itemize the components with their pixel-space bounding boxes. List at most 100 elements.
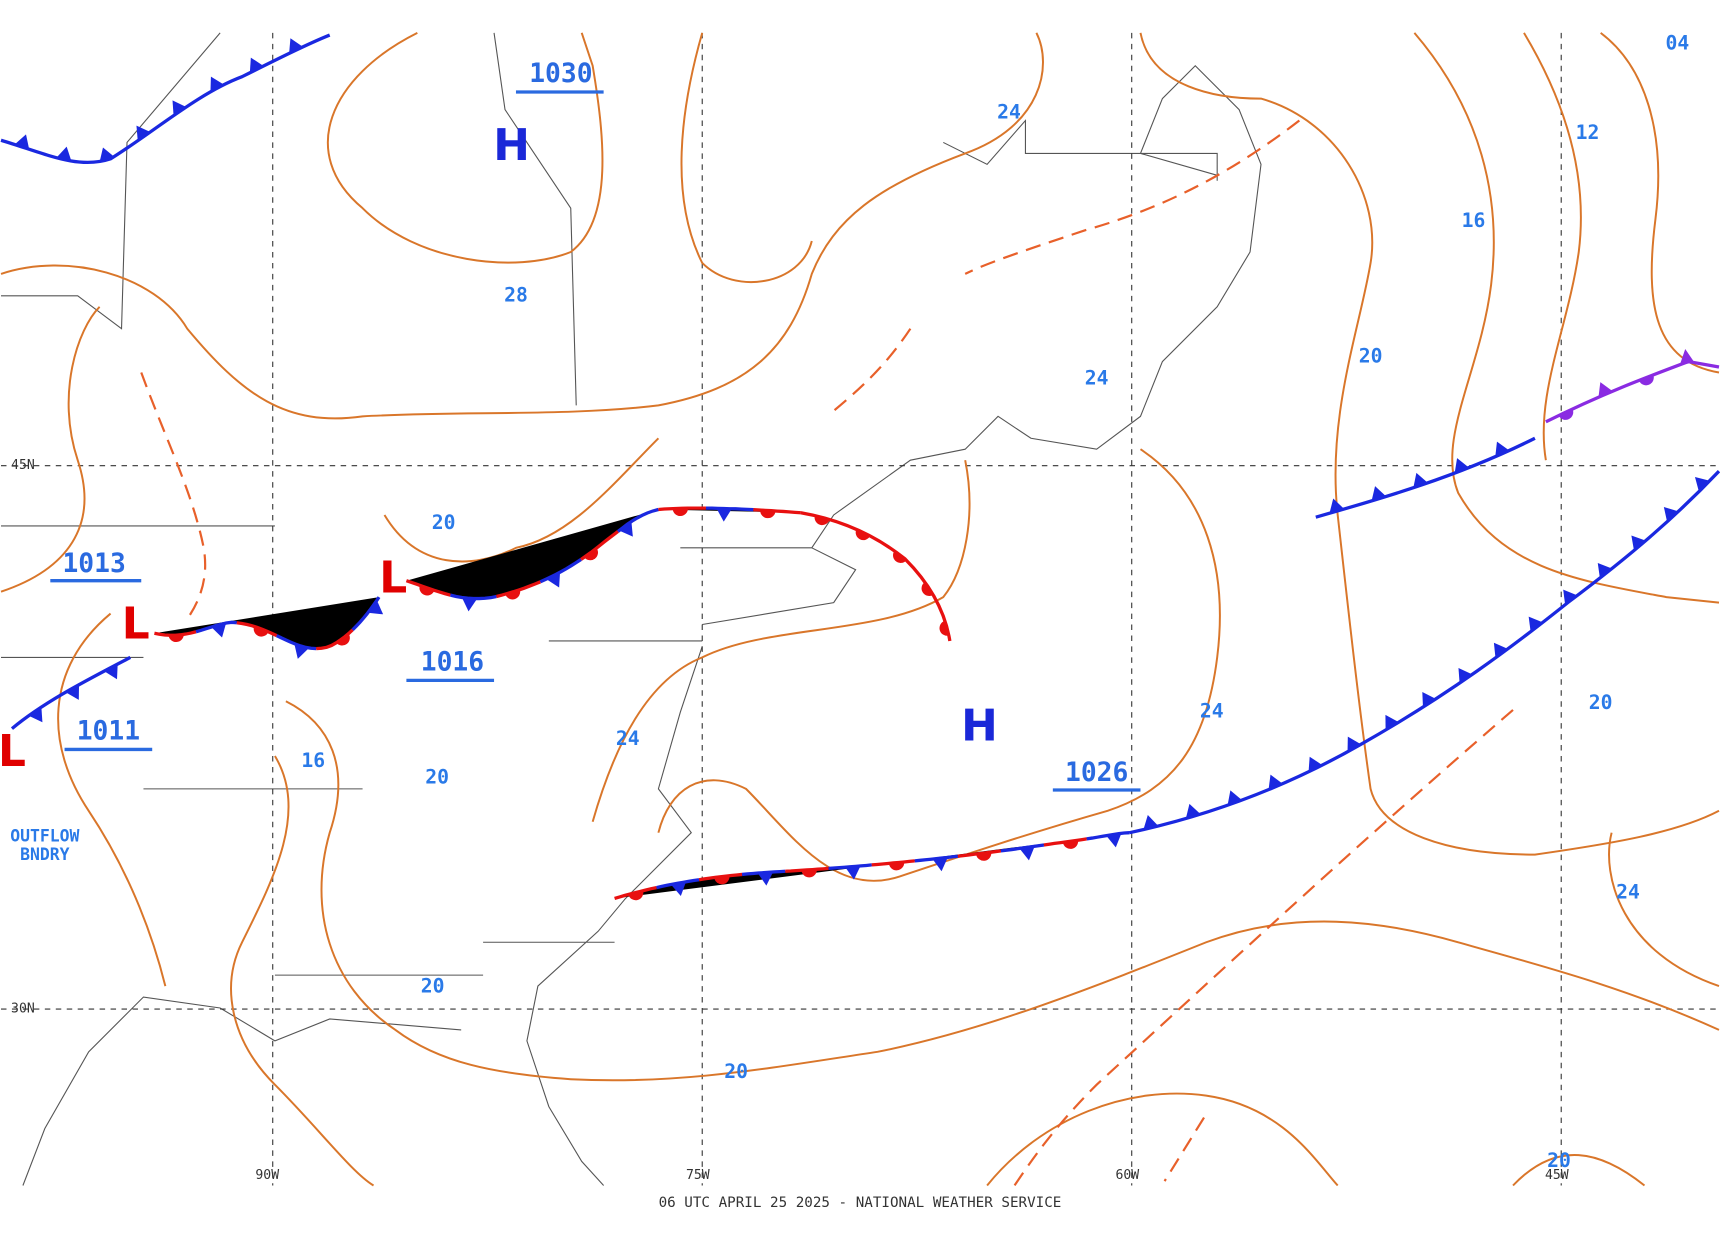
front-bump <box>888 861 905 871</box>
troughs <box>140 119 1514 1187</box>
front-barb <box>294 643 309 659</box>
front-barb <box>1694 476 1710 492</box>
front-barb <box>670 881 687 897</box>
cold-front <box>10 655 132 730</box>
front-barb <box>1631 535 1646 551</box>
front-bump <box>921 582 934 596</box>
stationary-front <box>406 509 659 599</box>
front-barb <box>757 871 774 886</box>
pressure-centers: H 1030 L 1013 L 1011 L 1016 H 1026 <box>0 59 1141 792</box>
front-barb <box>1308 756 1323 772</box>
central-pressure: 1011 <box>77 716 140 746</box>
front-segment <box>614 885 657 901</box>
isobar-label: 04 <box>1665 31 1689 54</box>
front-segment <box>957 849 1002 858</box>
longitude-label: 45W <box>1545 1168 1569 1183</box>
isobar-label: 20 <box>1589 691 1613 714</box>
front-barb <box>172 100 187 116</box>
front-bump <box>1558 408 1574 420</box>
front-segment <box>1043 837 1087 847</box>
front-barb <box>716 508 732 522</box>
front-segment <box>1086 831 1130 841</box>
front-bump <box>419 585 435 596</box>
front-segment <box>698 872 743 882</box>
front-barb <box>1371 486 1387 501</box>
isobar-labels: 04 12 16 20 24 28 24 20 16 20 24 24 20 2… <box>301 31 1689 1172</box>
front-bump <box>893 550 907 563</box>
warm-front <box>800 511 952 642</box>
front-barb <box>1227 790 1243 806</box>
front-barb <box>1495 441 1510 457</box>
front-barb <box>1143 815 1159 830</box>
isobar-label: 20 <box>1359 345 1383 368</box>
central-pressure: 1026 <box>1065 758 1128 788</box>
low-symbol: L <box>122 599 150 650</box>
front-bump <box>855 529 871 541</box>
front-barb <box>1019 846 1035 861</box>
cold-front <box>0 33 331 164</box>
front-barb <box>1422 691 1436 708</box>
isobars <box>0 31 1720 1187</box>
longitude-label: 60W <box>1115 1168 1139 1183</box>
front-bump <box>1638 374 1654 386</box>
front-bump <box>253 626 269 637</box>
isobar-label: 24 <box>997 100 1021 123</box>
front-barb <box>249 57 264 73</box>
front-barb <box>14 134 30 150</box>
front-barb <box>461 597 478 612</box>
isobar-label: 20 <box>432 511 456 534</box>
front-segment <box>405 579 451 597</box>
front-segment <box>195 620 237 634</box>
coastlines <box>1 32 1262 1186</box>
isobar-label: 12 <box>1576 121 1600 144</box>
front-bump <box>801 869 817 878</box>
front-bump <box>939 620 949 636</box>
grid <box>1 32 1719 1186</box>
central-pressure: 1013 <box>62 549 125 579</box>
front-barb <box>1458 667 1473 684</box>
isobar-label: 24 <box>1616 880 1640 903</box>
high-symbol: H <box>961 701 998 752</box>
front-barb <box>932 857 948 872</box>
isobar-label: 20 <box>724 1060 748 1083</box>
front-segment <box>1000 843 1045 853</box>
central-pressure: 1030 <box>529 59 592 89</box>
isobar-label: 20 <box>421 975 445 998</box>
front-barb <box>1413 472 1428 488</box>
front-barb <box>104 664 118 680</box>
cold-front <box>1315 436 1536 519</box>
front-bump <box>1062 840 1079 849</box>
front-segment <box>616 507 659 533</box>
central-pressure: 1016 <box>421 647 484 677</box>
front-barb <box>1679 349 1695 365</box>
front-barb <box>1663 506 1679 522</box>
front-barb <box>1185 803 1201 819</box>
front-barb <box>1385 714 1399 731</box>
isobar-label: 16 <box>1462 209 1486 232</box>
latitude-label: 45N <box>11 458 35 473</box>
front-bump <box>714 875 730 885</box>
front-barb <box>1268 774 1283 790</box>
front-barb <box>28 707 43 723</box>
front-barb <box>1329 498 1345 514</box>
front-barb <box>546 572 561 588</box>
front-bump <box>584 548 598 561</box>
front-barb <box>1454 458 1469 474</box>
geo-labels: 45N 30N 90W 75W 60W 45W <box>11 458 1569 1183</box>
front-barb <box>1347 736 1361 752</box>
front-bump <box>505 589 521 600</box>
front-barb <box>1493 642 1508 658</box>
front-barb <box>845 865 861 880</box>
longitude-label: 75W <box>686 1168 710 1183</box>
front-barb <box>211 623 227 638</box>
front-barb <box>65 684 80 700</box>
front-barb <box>99 147 115 162</box>
isobar-label: 28 <box>504 283 528 306</box>
front-segment <box>656 878 700 890</box>
isobar-label: 20 <box>425 765 449 788</box>
footer: 06 UTC APRIL 25 2025 - NATIONAL WEATHER … <box>659 1195 1062 1211</box>
isobar-label: 24 <box>1085 367 1109 390</box>
front-barb <box>289 38 304 54</box>
front-bump <box>168 634 184 643</box>
